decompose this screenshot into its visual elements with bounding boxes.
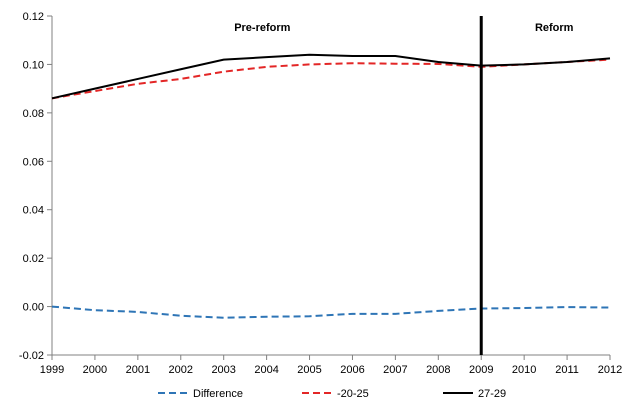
x-axis: 1999 2000 2001 2002 2003 2004 2005 2006 2007 2008… [40,354,622,376]
x-tick-label: 2003 [211,364,235,376]
x-tick-label: 2002 [169,364,193,376]
annotation-pre-reform: Pre-reform [234,22,290,34]
x-tick-label: 2001 [126,364,150,376]
annotation-layer: Pre-reform Reform [234,16,574,355]
y-tick-label: 0.02 [23,253,44,265]
x-tick-label: 2007 [383,364,407,376]
y-axis: -0.02 0.00 0.02 0.04 0.06 0.08 0.10 0.12 [19,11,53,362]
x-tick-label: 2009 [469,364,493,376]
x-tick-label: 2005 [297,364,321,376]
y-tick-label: 0.06 [23,156,44,168]
series-line-27-29 [51,53,611,100]
x-tick-label: 2010 [512,364,536,376]
x-tick-label: 2011 [555,364,579,376]
y-tick-label: 0.04 [23,205,44,217]
y-tick-label: 0.10 [23,59,44,71]
x-tick-label: 2000 [83,364,107,376]
y-tick-label: 0.00 [23,302,44,314]
legend-label: -20-25 [337,388,369,400]
x-tick-label: 2012 [598,364,622,376]
legend: Difference -20-25 27-29 [158,388,506,400]
x-tick-label: 1999 [40,364,64,376]
series-layer [51,53,611,319]
y-tick-label: 0.08 [23,108,44,120]
legend-label: 27-29 [478,388,506,400]
annotation-reform: Reform [535,22,574,34]
y-tick-label: 0.12 [23,11,44,23]
x-tick-label: 2008 [426,364,450,376]
y-tick-label: -0.02 [19,350,44,362]
legend-label: Difference [193,388,243,400]
x-tick-label: 2004 [254,364,278,376]
series-line-difference [51,305,611,319]
x-tick-label: 2006 [340,364,364,376]
